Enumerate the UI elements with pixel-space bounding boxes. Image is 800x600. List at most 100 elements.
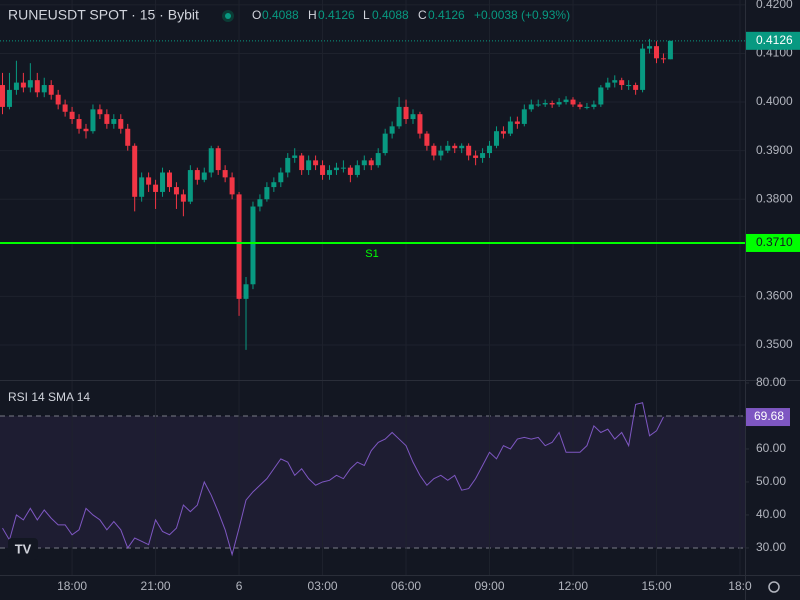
y-tick-label: 0.3500	[756, 337, 793, 351]
y-tick-label: 0.4000	[756, 94, 793, 108]
candle-body	[410, 114, 416, 120]
candle-body	[633, 85, 639, 90]
ohlc-letter: L	[363, 8, 370, 22]
ohlc-letter: H	[308, 8, 317, 22]
candle-body	[250, 206, 256, 285]
candle-body	[264, 187, 270, 200]
candle-body	[333, 167, 339, 171]
candle-body	[480, 153, 486, 158]
candle-body	[438, 150, 444, 156]
x-tick-label: 6	[236, 579, 243, 593]
y-tick-label: 80.00	[756, 375, 786, 389]
candle-body	[452, 145, 458, 149]
x-tick-label: 18:00	[57, 579, 87, 593]
candle-body	[215, 148, 221, 171]
candle-body	[62, 104, 68, 112]
ohlc-value: 0.4126	[318, 8, 355, 22]
candle-body	[76, 119, 82, 129]
candle-body	[139, 177, 145, 197]
rsi-line	[2, 402, 664, 557]
x-tick-label: 03:00	[308, 579, 338, 593]
ohlc-value: 0.4088	[262, 8, 299, 22]
candle-body	[626, 85, 632, 87]
y-tick-label: 0.4200	[756, 0, 793, 11]
x-tick-label: 09:00	[475, 579, 505, 593]
candle-body	[577, 104, 583, 107]
rsi-title: RSI 14 SMA 14	[8, 390, 90, 404]
status-dot	[225, 13, 231, 19]
support-price-label: 0.3710	[756, 235, 793, 249]
candle-body	[417, 114, 423, 134]
x-tick-label: 21:00	[141, 579, 171, 593]
candle-body	[327, 170, 333, 175]
candle-body	[493, 131, 499, 146]
candle-body	[111, 119, 117, 124]
candle-body	[55, 94, 61, 105]
candle-body	[180, 194, 186, 202]
candle-body	[375, 153, 381, 166]
candle-body	[208, 148, 214, 173]
candle-body	[598, 87, 604, 105]
candle-body	[299, 155, 305, 171]
candle-body	[570, 99, 576, 105]
candle-body	[229, 177, 235, 195]
candle-body	[542, 103, 548, 105]
ohlc-value: 0.4088	[372, 8, 409, 22]
candle-body	[278, 172, 284, 183]
y-tick-label: 0.3600	[756, 289, 793, 303]
candle-body	[41, 85, 47, 93]
candle-body	[396, 106, 402, 127]
candle-body	[187, 170, 193, 202]
ohlc-letter: C	[418, 8, 427, 22]
candle-body	[431, 145, 437, 156]
candle-body	[584, 106, 590, 108]
y-tick-label: 30.00	[756, 540, 786, 554]
tv-logo: TV	[8, 538, 38, 560]
candle-body	[382, 133, 388, 154]
candle-body	[563, 99, 569, 103]
candle-body	[389, 126, 395, 134]
candle-body	[236, 194, 242, 299]
candle-body	[403, 106, 409, 120]
candle-body	[605, 82, 611, 88]
candle-body	[104, 114, 110, 124]
candle-body	[500, 131, 506, 134]
candle-body	[222, 170, 228, 178]
x-tick-label: 12:00	[558, 579, 588, 593]
candle-body	[194, 170, 200, 180]
svg-text:TV: TV	[15, 541, 32, 556]
candle-body	[97, 109, 103, 115]
candle-body	[34, 80, 40, 93]
candle-body	[313, 160, 319, 166]
candle-body	[647, 46, 653, 49]
candle-body	[6, 89, 12, 107]
candle-body	[340, 167, 346, 169]
candle-body	[612, 80, 618, 83]
candle-body	[69, 111, 75, 120]
x-tick-label: 06:00	[391, 579, 421, 593]
candle-body	[125, 128, 131, 146]
candle-body	[549, 103, 555, 105]
settings-icon[interactable]	[768, 581, 780, 593]
y-tick-label: 0.3800	[756, 191, 793, 205]
candle-body	[132, 145, 138, 197]
candle-body	[347, 167, 353, 175]
candle-body	[0, 85, 6, 107]
candle-body	[27, 80, 33, 88]
candle-body	[487, 145, 493, 154]
candle-body	[445, 145, 451, 151]
candle-body	[619, 80, 625, 86]
candle-body	[514, 121, 520, 124]
grid	[0, 0, 745, 575]
support-label: S1	[365, 248, 378, 260]
candle-body	[466, 145, 472, 156]
candle-body	[83, 128, 89, 132]
last-price-label: 0.4126	[756, 33, 793, 47]
candle-body	[201, 172, 207, 180]
support-price-box	[746, 233, 800, 252]
candle-body	[528, 104, 534, 110]
candle-body	[243, 284, 249, 299]
candle-body	[257, 199, 263, 207]
marks	[0, 38, 745, 557]
candle-body	[292, 155, 298, 158]
